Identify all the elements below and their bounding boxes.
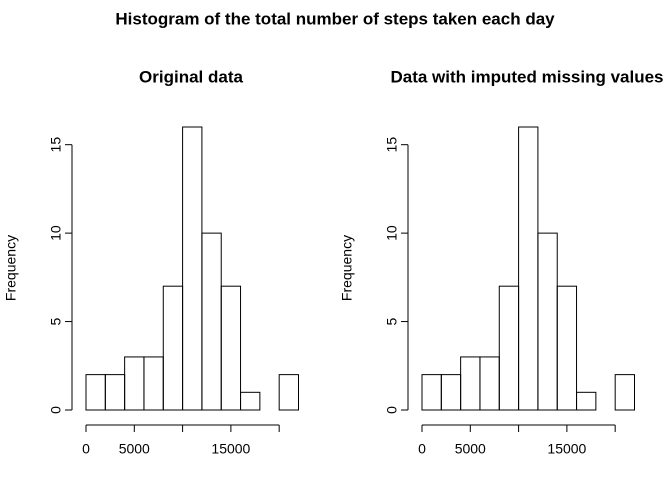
- bar: [220, 285, 242, 411]
- y-tick-label: 15: [48, 137, 64, 153]
- x-tick-label: 0: [418, 441, 426, 457]
- y-axis-label: Frequency: [3, 235, 19, 301]
- chart-title: Data with imputed missing values: [390, 67, 663, 86]
- x-tick-label: 15000: [547, 441, 586, 457]
- bar: [162, 285, 184, 411]
- y-tick-label: 0: [384, 406, 400, 414]
- bar: [614, 374, 636, 411]
- bar: [201, 232, 222, 411]
- bar: [143, 356, 164, 411]
- bar: [556, 285, 578, 411]
- bar: [278, 374, 300, 411]
- bar: [182, 126, 203, 411]
- x-tick-label: 0: [82, 441, 90, 457]
- bar: [440, 374, 462, 411]
- y-tick-label: 0: [48, 406, 64, 414]
- bar: [498, 285, 520, 411]
- bar: [518, 126, 539, 411]
- y-tick-label: 10: [48, 225, 64, 241]
- y-axis-label: Frequency: [339, 235, 355, 301]
- bar: [537, 232, 558, 411]
- y-tick-label: 5: [48, 317, 64, 325]
- bar: [104, 374, 126, 411]
- x-tick-label: 5000: [455, 441, 486, 457]
- x-tick-label: 15000: [211, 441, 250, 457]
- y-tick-label: 15: [384, 137, 400, 153]
- y-tick-label: 10: [384, 225, 400, 241]
- bar: [460, 356, 481, 411]
- y-tick-label: 5: [384, 317, 400, 325]
- bar: [576, 391, 597, 411]
- chart-title: Original data: [139, 67, 243, 86]
- bar: [240, 391, 261, 411]
- bar: [124, 356, 145, 411]
- bar: [479, 356, 500, 411]
- x-tick-label: 5000: [119, 441, 150, 457]
- bar: [421, 374, 442, 411]
- main-title: Histogram of the total number of steps t…: [115, 9, 555, 28]
- bar: [85, 374, 106, 411]
